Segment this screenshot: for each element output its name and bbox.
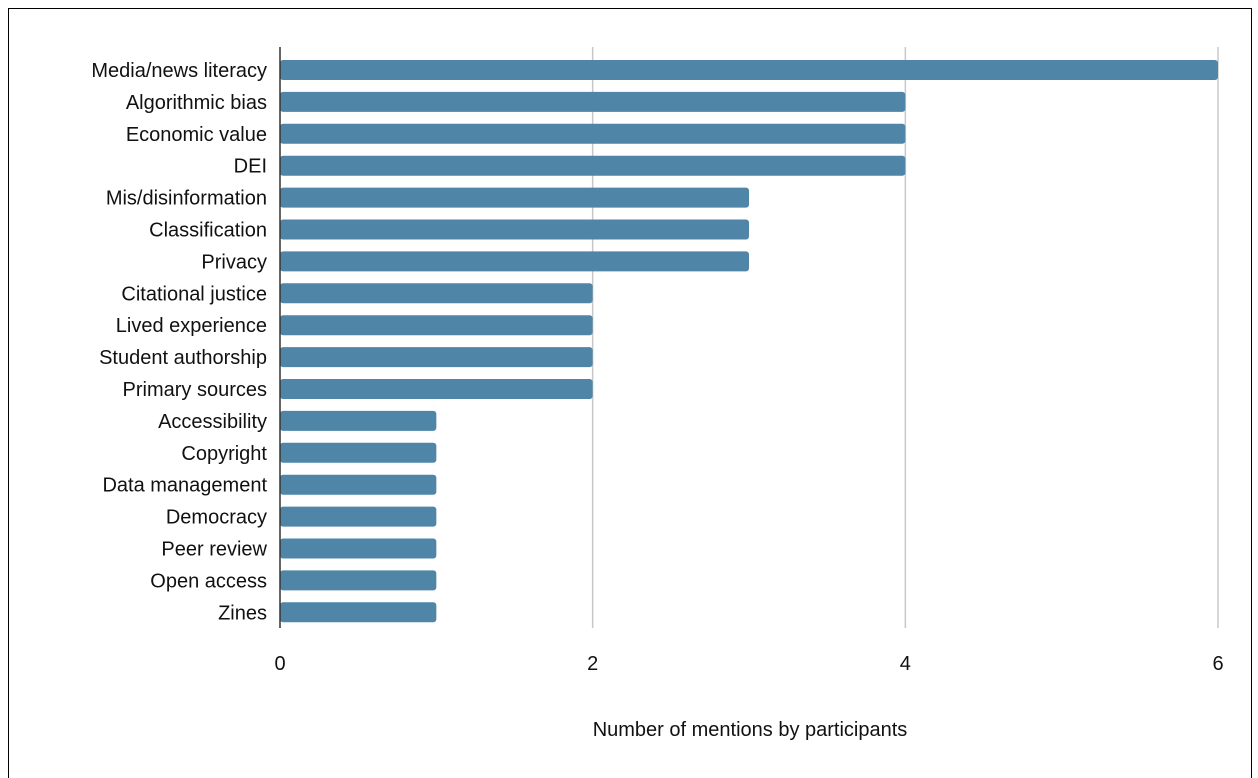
x-axis-title: Number of mentions by participants — [593, 719, 908, 741]
bar-primary-sources — [280, 379, 593, 399]
x-tick-label: 4 — [900, 653, 911, 675]
bar-data-management — [280, 474, 437, 495]
category-label: Lived experience — [116, 315, 267, 337]
bar-classification — [280, 219, 749, 240]
category-label: Democracy — [166, 507, 267, 529]
bar-mis-disinformation — [280, 187, 749, 208]
bar-privacy — [280, 251, 749, 272]
category-label: DEI — [234, 156, 267, 178]
bar-zines — [280, 602, 437, 623]
bar-citational-justice — [280, 283, 593, 304]
category-label: Mis/disinformation — [106, 188, 267, 210]
bar-lived-experience — [280, 315, 593, 336]
category-label-layer: Media/news literacy Algorithmic bias Econo… — [91, 60, 267, 624]
category-label: Copyright — [181, 443, 267, 465]
bar-media-news-literacy — [280, 60, 1218, 80]
bar-peer-review — [280, 538, 437, 559]
category-label: Citational justice — [121, 283, 267, 305]
category-label: Zines — [218, 602, 267, 624]
x-tick-label-layer: 0 2 4 6 — [274, 653, 1223, 675]
x-tick-label: 2 — [587, 653, 598, 675]
category-label: Peer review — [161, 539, 267, 561]
x-tick-label: 6 — [1212, 653, 1223, 675]
bar-layer — [280, 60, 1218, 623]
bar-dei — [280, 155, 906, 176]
bar-economic-value — [280, 123, 906, 144]
category-label: Privacy — [201, 251, 267, 273]
category-label: Algorithmic bias — [126, 92, 267, 114]
category-label: Data management — [102, 475, 267, 497]
bar-democracy — [280, 506, 437, 527]
category-label: Media/news literacy — [91, 60, 267, 82]
category-label: Economic value — [126, 124, 267, 146]
bar-student-authorship — [280, 347, 593, 368]
category-label: Student authorship — [99, 347, 267, 369]
category-label: Accessibility — [158, 411, 267, 433]
x-tick-label: 0 — [274, 653, 285, 675]
grid-layer — [591, 47, 1219, 628]
category-label: Primary sources — [123, 379, 267, 401]
category-label: Classification — [149, 220, 267, 242]
bar-algorithmic-bias — [280, 91, 906, 112]
category-label: Open access — [150, 570, 267, 592]
bar-accessibility — [280, 410, 437, 431]
bar-open-access — [280, 570, 437, 591]
bar-copyright — [280, 442, 437, 463]
